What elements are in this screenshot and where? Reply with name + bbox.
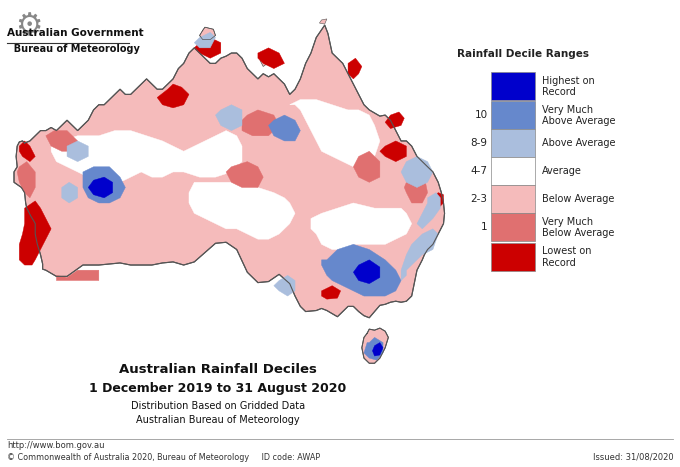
Polygon shape (405, 177, 428, 203)
Polygon shape (322, 286, 341, 299)
Text: Distribution Based on Gridded Data: Distribution Based on Gridded Data (131, 401, 305, 411)
Text: Lowest on
Record: Lowest on Record (542, 246, 592, 268)
Polygon shape (269, 115, 301, 141)
Text: Very Much
Above Average: Very Much Above Average (542, 105, 615, 126)
Polygon shape (354, 260, 380, 283)
Polygon shape (14, 25, 445, 318)
Polygon shape (189, 182, 295, 239)
Polygon shape (17, 162, 35, 198)
Text: Above Average: Above Average (542, 138, 615, 149)
Polygon shape (46, 131, 78, 151)
Polygon shape (401, 229, 438, 281)
Polygon shape (226, 162, 263, 187)
Polygon shape (83, 167, 125, 203)
Polygon shape (260, 55, 267, 66)
Polygon shape (311, 203, 411, 249)
Text: ⚙: ⚙ (15, 12, 42, 41)
Polygon shape (194, 37, 221, 58)
Polygon shape (200, 27, 216, 40)
Polygon shape (51, 131, 242, 187)
Polygon shape (19, 201, 51, 265)
Polygon shape (274, 276, 295, 296)
Text: 1 December 2019 to 31 August 2020: 1 December 2019 to 31 August 2020 (89, 382, 346, 395)
Text: Rainfall Decile Ranges: Rainfall Decile Ranges (457, 49, 589, 59)
Text: http://www.bom.gov.au: http://www.bom.gov.au (7, 441, 104, 450)
Text: © Commonwealth of Australia 2020, Bureau of Meteorology     ID code: AWAP: © Commonwealth of Australia 2020, Bureau… (7, 453, 320, 462)
Polygon shape (380, 141, 407, 162)
Polygon shape (157, 84, 189, 108)
Polygon shape (433, 193, 443, 208)
Polygon shape (354, 151, 380, 182)
Polygon shape (88, 177, 113, 198)
Text: 8-9: 8-9 (471, 138, 488, 149)
Polygon shape (62, 182, 78, 203)
Text: Very Much
Below Average: Very Much Below Average (542, 217, 614, 238)
Polygon shape (417, 193, 441, 229)
Text: Australian Rainfall Deciles: Australian Rainfall Deciles (119, 363, 316, 376)
Polygon shape (362, 328, 388, 363)
Polygon shape (242, 110, 279, 136)
Polygon shape (401, 156, 433, 187)
Text: Issued: 31/08/2020: Issued: 31/08/2020 (592, 453, 673, 462)
Polygon shape (364, 338, 383, 360)
Polygon shape (373, 343, 383, 356)
Text: Highest on
Record: Highest on Record (542, 76, 595, 97)
Polygon shape (322, 244, 401, 296)
Polygon shape (216, 105, 242, 131)
Polygon shape (348, 58, 362, 79)
Polygon shape (320, 19, 327, 24)
Text: 1: 1 (481, 222, 488, 233)
Polygon shape (290, 99, 380, 167)
Text: Below Average: Below Average (542, 194, 614, 205)
Polygon shape (67, 141, 88, 162)
Polygon shape (194, 32, 216, 48)
Text: 10: 10 (475, 110, 488, 120)
Text: 2-3: 2-3 (471, 194, 488, 205)
Text: Australian Bureau of Meteorology: Australian Bureau of Meteorology (136, 415, 299, 425)
Text: Australian Government: Australian Government (7, 28, 143, 38)
Polygon shape (385, 112, 405, 128)
Text: Bureau of Meteorology: Bureau of Meteorology (7, 44, 139, 54)
Polygon shape (258, 48, 284, 69)
Polygon shape (56, 270, 99, 281)
Text: 4-7: 4-7 (471, 166, 488, 177)
Polygon shape (19, 141, 35, 162)
Text: Average: Average (542, 166, 582, 177)
